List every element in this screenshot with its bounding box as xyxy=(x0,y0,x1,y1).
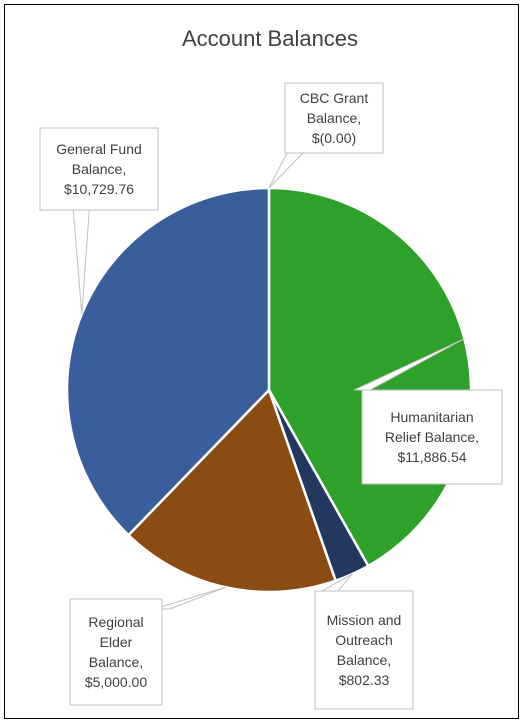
callout-box xyxy=(69,598,163,706)
data-label-line: CBC Grant xyxy=(300,90,369,106)
data-label-line: Mission and xyxy=(327,612,402,628)
chart-title: Account Balances xyxy=(182,26,358,51)
callout-box xyxy=(361,389,503,485)
data-label-line: $(0.00) xyxy=(312,130,356,146)
data-label-line: Relief Balance, xyxy=(385,429,479,445)
callout-box xyxy=(39,127,159,211)
data-label-line: Balance, xyxy=(307,110,361,126)
data-label-line: Outreach xyxy=(335,632,393,648)
callout-leader xyxy=(72,209,90,315)
pie-slices xyxy=(65,186,473,594)
callout-leader xyxy=(153,586,226,610)
callout-box xyxy=(284,82,384,154)
data-label-line: Humanitarian xyxy=(390,409,473,425)
data-label-line: Balance, xyxy=(337,652,391,668)
data-label-callout: CBC Grant Balance, $(0.00) xyxy=(268,82,384,189)
data-label-line: General Fund xyxy=(56,141,142,157)
data-label-line: Elder xyxy=(100,634,133,650)
data-label-callouts: CBC Grant Balance, $(0.00) Humanitarian Reli… xyxy=(39,82,503,710)
data-label-callout: Regional Elder Balance, $5,000.00 xyxy=(69,586,226,706)
pie-slice xyxy=(126,387,338,594)
data-label-line: Balance, xyxy=(72,161,126,177)
data-label-line: Regional xyxy=(88,614,143,630)
data-label-callout: General Fund Balance, $10,729.76 xyxy=(39,127,159,315)
callout-box xyxy=(314,590,414,710)
callout-leader xyxy=(268,152,305,189)
data-label-callout: Mission and Outreach Balance, $802.33 xyxy=(314,573,414,710)
data-label-line: $10,729.76 xyxy=(64,181,134,197)
data-label-line: $802.33 xyxy=(339,672,390,688)
data-label-line: $5,000.00 xyxy=(85,674,147,690)
data-label-line: $11,886.54 xyxy=(397,449,466,465)
data-label-line: Balance, xyxy=(89,654,143,670)
data-label-callout: Humanitarian Relief Balance, $11,886.54 xyxy=(353,338,503,485)
